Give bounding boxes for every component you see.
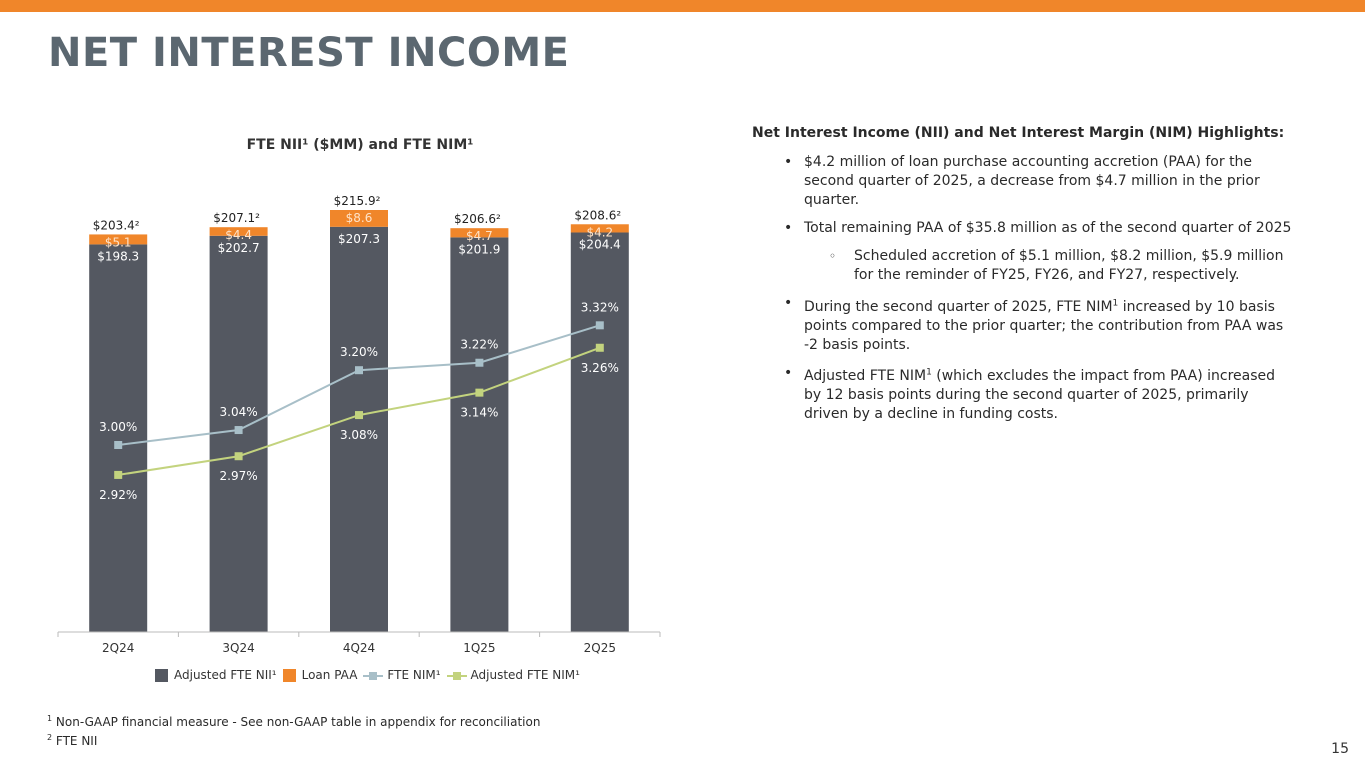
highlight-bullet: • Adjusted FTE NIM1 (which excludes the … [752, 364, 1292, 425]
footnotes: 1 Non-GAAP financial measure - See non-G… [47, 711, 540, 749]
x-tick-label: 2Q24 [102, 641, 134, 655]
data-label-loan-paa: $4.7 [466, 229, 493, 243]
marker-fte-nim [114, 441, 123, 449]
marker-adjusted-nim [595, 343, 604, 352]
page-number: 15 [1331, 741, 1349, 757]
legend-label-adjusted-nii: Adjusted FTE NII¹ [174, 668, 277, 682]
legend-swatch-loan-paa [282, 668, 296, 682]
x-tick-label: 2Q25 [584, 641, 616, 655]
bar-loan-paa [89, 234, 148, 245]
footnote-ref: 1 [1112, 298, 1119, 308]
data-label-total: $208.6² [574, 208, 621, 222]
highlights-panel: Net Interest Income (NII) and Net Intere… [752, 124, 1292, 433]
bullet-marker: • [784, 154, 793, 170]
marker-fte-nim [355, 366, 363, 375]
bullet-text: $4.2 million of loan purchase accounting… [804, 154, 1260, 208]
bullet-text: Total remaining PAA of $35.8 million as … [804, 220, 1292, 236]
legend-swatch-adjusted-nim [446, 669, 467, 682]
data-label-fte-nim: 3.04% [220, 405, 258, 419]
highlight-bullet: • $4.2 million of loan purchase accounti… [752, 153, 1292, 210]
bar-adjusted-nii [570, 232, 629, 632]
bar-loan-paa [450, 228, 509, 238]
bullet-text-part: Adjusted FTE NIM [804, 368, 927, 385]
bar-loan-paa [209, 227, 268, 236]
bullet-text-part: increased by 10 basis points compared to… [804, 298, 1284, 353]
data-label-loan-paa: $5.1 [105, 235, 132, 249]
data-label-adjusted-nim: 3.26% [581, 361, 619, 375]
legend-label-fte-nim: FTE NIM¹ [387, 668, 441, 682]
combo-chart: $5.1$198.3 $203.4² 2Q24 $4.4$202.7 $207.1² 3Q… [57, 194, 661, 655]
data-label-adjusted-nim: 3.08% [340, 428, 378, 442]
data-label-loan-paa: $4.4 [225, 228, 252, 242]
accent-bar [0, 0, 1365, 12]
data-label-total: $215.9² [334, 194, 381, 208]
footnote-text: Non-GAAP financial measure - See non-GAA… [52, 715, 541, 729]
data-label-adjusted-nii: $198.3 [97, 249, 139, 263]
bar-adjusted-nii [330, 226, 388, 632]
highlight-sub-bullet: ◦ Scheduled accretion of $5.1 million, $… [752, 247, 1292, 285]
data-label-total: $206.6² [454, 212, 501, 226]
legend-item-adjusted-nim: Adjusted FTE NIM¹ [446, 668, 580, 682]
page-title: NET INTEREST INCOME [48, 30, 570, 76]
bar-loan-paa [570, 224, 629, 233]
marker-adjusted-nim [114, 470, 123, 479]
data-label-total: $207.1² [213, 211, 260, 225]
bullet-marker: • [784, 295, 793, 311]
data-label-total: $203.4² [93, 218, 140, 232]
bullet-text: During the second quarter of 2025, FTE N… [804, 298, 1284, 353]
bullet-text-part: (which excludes the impact from PAA) inc… [804, 368, 1276, 423]
bar-adjusted-nii [89, 244, 148, 632]
bar-loan-paa [330, 210, 388, 227]
footnote-2: 2 FTE NII [47, 730, 540, 749]
data-label-adjusted-nii: $201.9 [458, 242, 500, 256]
marker-adjusted-nim [475, 388, 484, 397]
data-label-loan-paa: $4.2 [586, 225, 613, 239]
marker-fte-nim [234, 426, 243, 435]
sub-bullet-text: Scheduled accretion of $5.1 million, $8.… [854, 248, 1284, 283]
chart-title: FTE NII¹ ($MM) and FTE NIM¹ [246, 137, 474, 153]
footnote-1: 1 Non-GAAP financial measure - See non-G… [47, 711, 540, 730]
highlight-bullet: • During the second quarter of 2025, FTE… [752, 294, 1292, 355]
data-label-adjusted-nii: $204.4 [579, 237, 621, 251]
data-label-adjusted-nim: 3.14% [460, 406, 498, 420]
bullet-text-part: During the second quarter of 2025, FTE N… [804, 298, 1113, 315]
x-tick-label: 4Q24 [343, 641, 375, 655]
data-label-loan-paa: $8.6 [346, 211, 373, 225]
chart-legend: Adjusted FTE NII¹ Loan PAA FTE NIM¹ Adju… [155, 668, 586, 682]
footnote-text: FTE NII [52, 734, 98, 748]
bullet-marker: • [784, 220, 793, 236]
data-label-adjusted-nim: 2.97% [220, 469, 258, 483]
marker-fte-nim [595, 321, 604, 330]
data-label-adjusted-nii: $207.3 [338, 232, 380, 246]
data-label-adjusted-nim: 2.92% [99, 488, 137, 502]
data-label-fte-nim: 3.00% [99, 420, 137, 434]
footnote-marker: 1 [47, 714, 53, 723]
footnote-ref: 1 [926, 367, 932, 378]
legend-label-adjusted-nim: Adjusted FTE NIM¹ [470, 668, 580, 682]
x-tick-label: 1Q25 [463, 641, 495, 655]
footnote-marker: 2 [47, 733, 53, 742]
legend-item-adjusted-nii: Adjusted FTE NII¹ [155, 668, 277, 682]
data-label-fte-nim: 3.22% [460, 338, 498, 352]
legend-label-loan-paa: Loan PAA [301, 668, 358, 682]
legend-swatch-adjusted-nii [155, 668, 168, 682]
data-label-adjusted-nii: $202.7 [218, 241, 260, 255]
marker-adjusted-nim [234, 452, 243, 461]
data-label-fte-nim: 3.32% [581, 300, 619, 314]
legend-swatch-fte-nim [363, 669, 384, 682]
legend-item-fte-nim: FTE NIM¹ [363, 668, 441, 682]
marker-fte-nim [475, 358, 484, 367]
legend-item-loan-paa: Loan PAA [282, 668, 358, 682]
bullet-text: Adjusted FTE NIM1 (which excludes the im… [804, 367, 1276, 423]
data-label-fte-nim: 3.20% [340, 345, 378, 359]
x-tick-label: 3Q24 [222, 641, 254, 655]
highlight-bullet: • Total remaining PAA of $35.8 million a… [752, 219, 1292, 238]
bullet-marker: • [784, 364, 793, 381]
sub-bullet-marker: ◦ [829, 249, 837, 263]
marker-adjusted-nim [355, 411, 363, 420]
bar-adjusted-nii [450, 237, 509, 633]
highlights-title: Net Interest Income (NII) and Net Intere… [752, 125, 1285, 141]
